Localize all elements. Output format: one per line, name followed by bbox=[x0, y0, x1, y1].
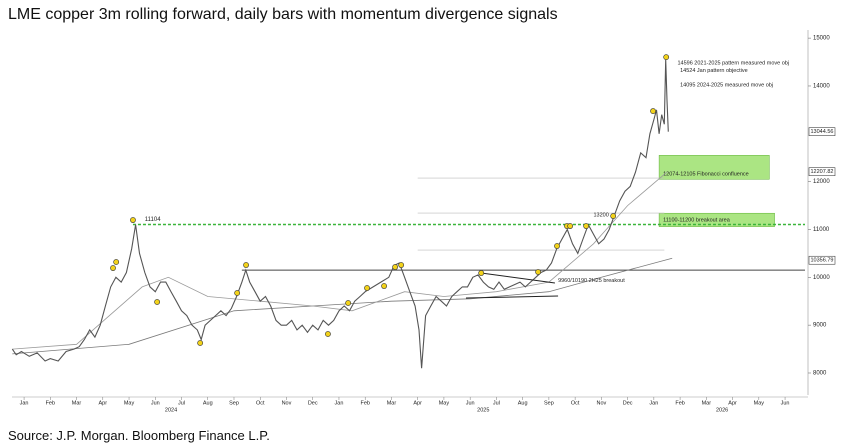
x-tick-label: Apr bbox=[99, 400, 108, 406]
x-tick-label: Aug bbox=[203, 400, 213, 406]
x-tick-label: Apr bbox=[728, 400, 737, 406]
signal bbox=[478, 270, 485, 276]
year-label: 2025 bbox=[477, 407, 489, 413]
x-tick-label: May bbox=[754, 400, 765, 406]
signal bbox=[243, 262, 249, 268]
x-tick-label: Feb bbox=[675, 400, 684, 406]
signal bbox=[345, 300, 352, 306]
y-tick-label: 15000 bbox=[813, 36, 830, 42]
x-tick-label: Feb bbox=[46, 400, 55, 406]
y-tick-label: 11000 bbox=[813, 227, 830, 233]
y-tick-label: 14000 bbox=[813, 84, 830, 90]
fast-ma bbox=[12, 171, 668, 350]
zone bbox=[658, 212, 775, 227]
annotation: 14095 2024-2025 measured move obj bbox=[680, 82, 773, 88]
price-tag-box bbox=[808, 127, 836, 136]
y-tick-label: 10000 bbox=[813, 275, 830, 281]
zone bbox=[658, 155, 770, 180]
year-label: 2026 bbox=[716, 407, 728, 413]
x-tick-label: Aug bbox=[518, 400, 528, 406]
signal bbox=[113, 259, 120, 265]
source-note: Source: J.P. Morgan. Bloomberg Finance L… bbox=[8, 428, 270, 443]
x-tick-label: May bbox=[124, 400, 135, 406]
x-tick-label: Jan bbox=[649, 400, 658, 406]
trend-line bbox=[481, 272, 555, 284]
x-tick-label: Jun bbox=[151, 400, 160, 406]
signal bbox=[398, 262, 405, 268]
y-tick-label: 12000 bbox=[813, 179, 830, 185]
signal bbox=[583, 223, 590, 229]
signal bbox=[535, 269, 542, 275]
x-tick-label: Jul bbox=[493, 400, 500, 406]
annotation: 13200 bbox=[593, 213, 608, 219]
signal bbox=[392, 264, 399, 270]
price-tag-box bbox=[808, 167, 836, 177]
x-tick-label: Jan bbox=[335, 400, 344, 406]
signal bbox=[381, 283, 387, 289]
price-tag: 13044.56 bbox=[811, 129, 834, 135]
x-tick-label: Dec bbox=[308, 400, 318, 406]
breakout-label: 11104 bbox=[145, 217, 161, 223]
signal bbox=[325, 331, 331, 337]
price-tag: 10356.79 bbox=[811, 258, 834, 264]
signal bbox=[567, 223, 574, 229]
signal bbox=[154, 299, 161, 305]
x-tick-label: Apr bbox=[413, 400, 422, 406]
price-line bbox=[11, 59, 669, 369]
x-tick-label: Mar bbox=[702, 400, 712, 406]
signal bbox=[364, 285, 370, 291]
signal bbox=[130, 217, 136, 223]
x-tick-label: Feb bbox=[360, 400, 369, 406]
signal bbox=[197, 340, 204, 346]
x-tick-label: Oct bbox=[571, 400, 580, 406]
x-tick-label: Sep bbox=[229, 400, 239, 406]
x-tick-label: Nov bbox=[596, 400, 606, 406]
y-tick-label: 8000 bbox=[813, 371, 827, 377]
y-tick-label: 9000 bbox=[813, 323, 827, 329]
signal bbox=[234, 290, 241, 296]
x-tick-label: Oct bbox=[256, 400, 265, 406]
slow-ma bbox=[12, 257, 673, 355]
price-tag-box bbox=[808, 255, 836, 265]
x-tick-label: Jan bbox=[20, 400, 29, 406]
x-tick-label: Jun bbox=[466, 400, 475, 406]
annotation: 14524 Jan pattern objective bbox=[680, 68, 748, 74]
x-tick-label: Jun bbox=[781, 400, 790, 406]
x-tick-label: Mar bbox=[72, 400, 82, 406]
zone-label: 12074-12105 Fibonacci confluence bbox=[663, 172, 749, 178]
x-tick-label: May bbox=[439, 400, 450, 406]
signal bbox=[663, 54, 670, 61]
x-tick-label: Dec bbox=[623, 400, 633, 406]
x-tick-label: Mar bbox=[387, 400, 397, 406]
year-label: 2024 bbox=[165, 407, 177, 413]
x-tick-label: Jul bbox=[178, 400, 185, 406]
signal bbox=[110, 265, 116, 271]
signal bbox=[650, 108, 656, 114]
x-tick-label: Sep bbox=[544, 400, 554, 406]
annotation: 14596 2021-2025 pattern measured move ob… bbox=[677, 60, 789, 66]
trend-line bbox=[465, 295, 559, 299]
chart-title: LME copper 3m rolling forward, daily bar… bbox=[8, 6, 558, 23]
annotation: 9960/10190 2H25 breakout bbox=[558, 278, 625, 284]
x-tick-label: Nov bbox=[282, 400, 292, 406]
signal bbox=[610, 213, 617, 219]
price-tag: 12207.82 bbox=[811, 169, 834, 175]
zone-label: 11100-11200 breakout area bbox=[663, 217, 731, 223]
signal bbox=[554, 243, 560, 249]
